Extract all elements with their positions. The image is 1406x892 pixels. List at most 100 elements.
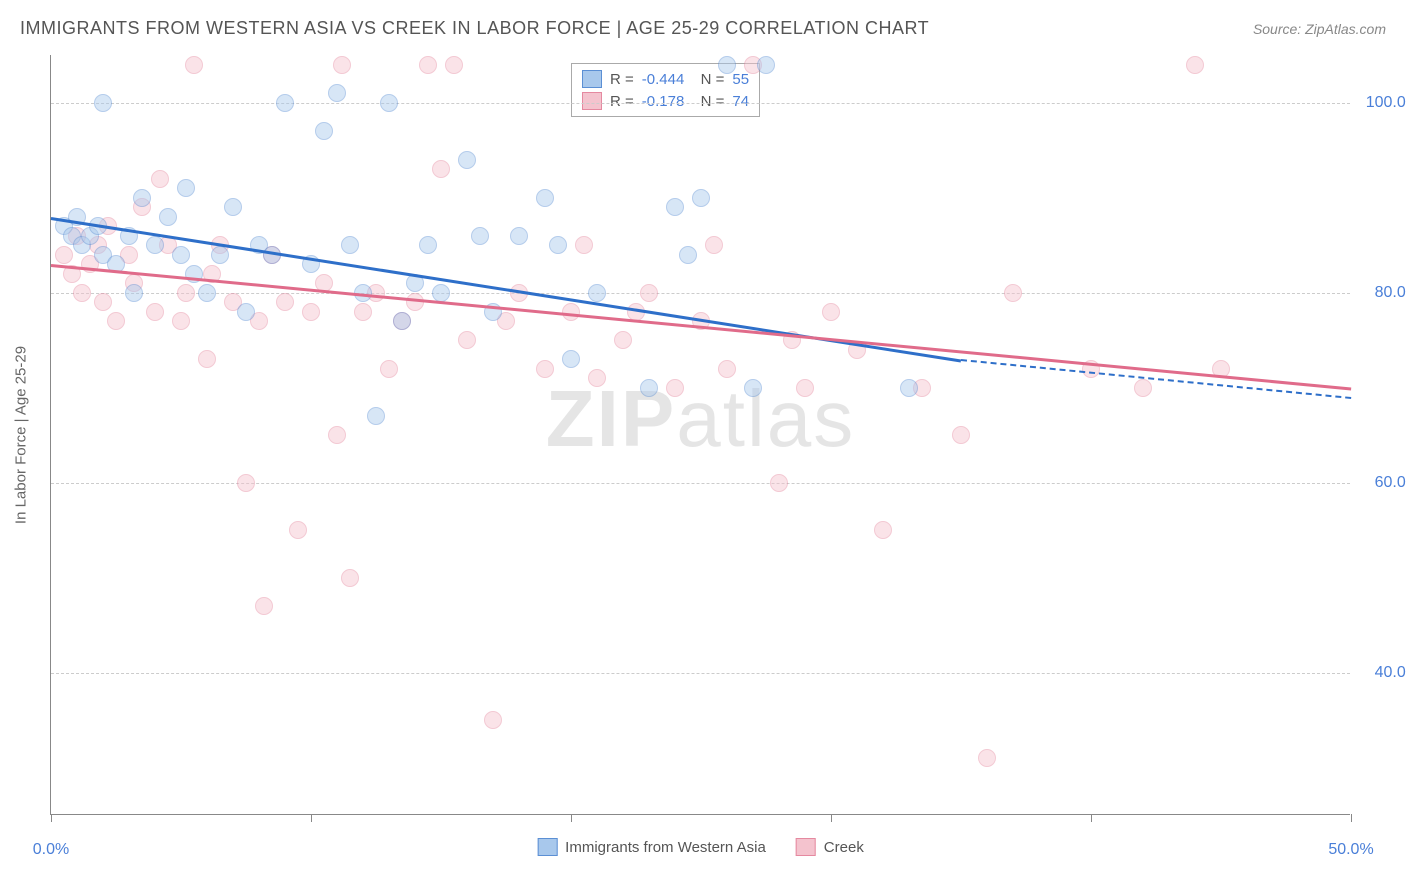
scatter-point — [1004, 284, 1022, 302]
scatter-point — [55, 246, 73, 264]
scatter-point — [952, 426, 970, 444]
x-tick-label: 0.0% — [33, 841, 69, 859]
scatter-point — [172, 246, 190, 264]
scatter-point — [380, 94, 398, 112]
scatter-point — [484, 711, 502, 729]
scatter-point — [237, 303, 255, 321]
trend-line-extrapolated — [961, 359, 1351, 399]
scatter-point — [125, 284, 143, 302]
x-tick — [51, 814, 52, 822]
scatter-point — [172, 312, 190, 330]
scatter-point — [718, 360, 736, 378]
stat-n-label: N = — [692, 71, 724, 88]
scatter-point — [458, 151, 476, 169]
scatter-point — [289, 521, 307, 539]
series-legend: Immigrants from Western Asia Creek — [537, 838, 864, 856]
y-axis-label: In Labor Force | Age 25-29 — [13, 345, 30, 523]
scatter-point — [237, 474, 255, 492]
x-tick — [311, 814, 312, 822]
scatter-point — [302, 303, 320, 321]
scatter-point — [874, 521, 892, 539]
stat-n-value: 74 — [732, 93, 749, 110]
scatter-point — [692, 189, 710, 207]
title-bar: IMMIGRANTS FROM WESTERN ASIA VS CREEK IN… — [20, 18, 1386, 39]
scatter-point — [151, 170, 169, 188]
scatter-point — [1186, 56, 1204, 74]
plot-area: ZIPatlas In Labor Force | Age 25-29 R = … — [50, 55, 1350, 815]
legend-item: Immigrants from Western Asia — [537, 838, 766, 856]
legend-swatch — [537, 838, 557, 856]
scatter-point — [1134, 379, 1152, 397]
scatter-point — [562, 350, 580, 368]
stat-r-label: R = — [610, 71, 634, 88]
scatter-point — [328, 426, 346, 444]
scatter-point — [94, 293, 112, 311]
scatter-point — [333, 56, 351, 74]
scatter-point — [666, 198, 684, 216]
scatter-point — [510, 227, 528, 245]
scatter-point — [666, 379, 684, 397]
stat-r-value: -0.444 — [642, 71, 685, 88]
scatter-point — [757, 56, 775, 74]
x-tick — [831, 814, 832, 822]
gridline — [51, 103, 1350, 104]
scatter-point — [393, 312, 411, 330]
legend-item: Creek — [796, 838, 864, 856]
scatter-point — [185, 56, 203, 74]
scatter-point — [718, 56, 736, 74]
gridline — [51, 293, 1350, 294]
y-tick-label: 60.0% — [1375, 474, 1406, 492]
scatter-point — [822, 303, 840, 321]
scatter-point — [133, 189, 151, 207]
scatter-point — [744, 379, 762, 397]
scatter-point — [276, 293, 294, 311]
x-tick-label: 50.0% — [1328, 841, 1373, 859]
scatter-point — [614, 331, 632, 349]
scatter-point — [255, 597, 273, 615]
y-tick-label: 40.0% — [1375, 664, 1406, 682]
scatter-point — [900, 379, 918, 397]
legend-swatch — [796, 838, 816, 856]
scatter-point — [432, 160, 450, 178]
scatter-point — [198, 350, 216, 368]
gridline — [51, 673, 1350, 674]
x-tick — [571, 814, 572, 822]
scatter-point — [536, 360, 554, 378]
scatter-point — [159, 208, 177, 226]
y-tick-label: 80.0% — [1375, 284, 1406, 302]
scatter-point — [315, 122, 333, 140]
scatter-point — [354, 303, 372, 321]
scatter-point — [770, 474, 788, 492]
scatter-point — [224, 198, 242, 216]
y-tick-label: 100.0% — [1366, 94, 1406, 112]
scatter-point — [177, 284, 195, 302]
stat-n-value: 55 — [732, 71, 749, 88]
stat-r-value: -0.178 — [642, 93, 685, 110]
scatter-point — [177, 179, 195, 197]
scatter-point — [705, 236, 723, 254]
scatter-point — [276, 94, 294, 112]
scatter-point — [432, 284, 450, 302]
scatter-point — [146, 236, 164, 254]
stat-r-label: R = — [610, 93, 634, 110]
scatter-point — [146, 303, 164, 321]
x-tick — [1091, 814, 1092, 822]
scatter-point — [679, 246, 697, 264]
scatter-point — [419, 236, 437, 254]
scatter-point — [341, 236, 359, 254]
scatter-point — [419, 56, 437, 74]
scatter-point — [640, 379, 658, 397]
scatter-point — [94, 94, 112, 112]
scatter-point — [978, 749, 996, 767]
scatter-point — [588, 369, 606, 387]
stat-n-label: N = — [692, 93, 724, 110]
trend-line — [51, 264, 1351, 390]
scatter-point — [549, 236, 567, 254]
scatter-point — [796, 379, 814, 397]
scatter-point — [380, 360, 398, 378]
chart-container: IMMIGRANTS FROM WESTERN ASIA VS CREEK IN… — [0, 0, 1406, 892]
x-tick — [1351, 814, 1352, 822]
scatter-point — [367, 407, 385, 425]
legend-label: Immigrants from Western Asia — [565, 839, 766, 856]
legend-swatch — [582, 92, 602, 110]
